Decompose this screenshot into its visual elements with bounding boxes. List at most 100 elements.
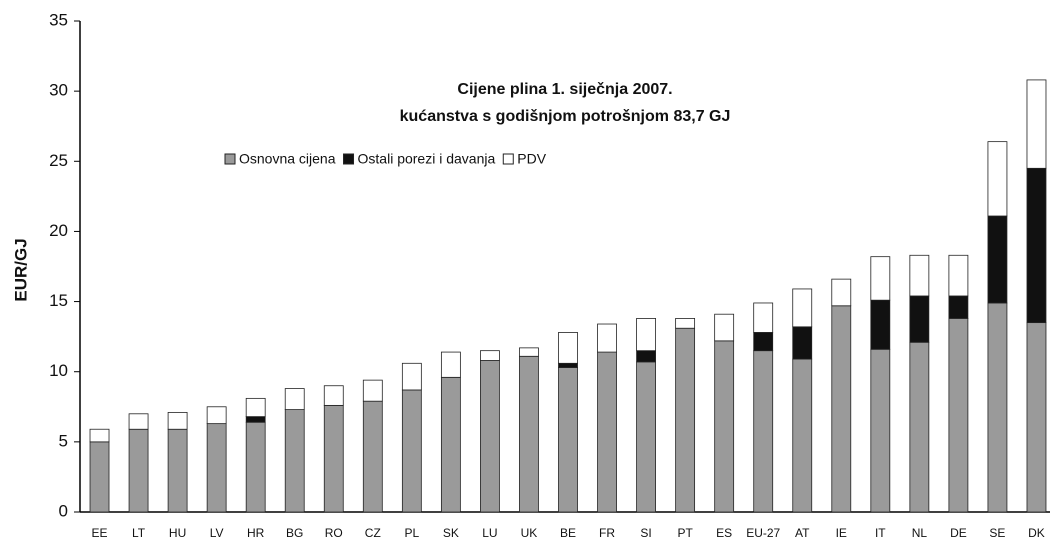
bar-segment xyxy=(440,376,461,513)
legend-swatch xyxy=(343,153,355,165)
x-tick-label: CZ xyxy=(365,526,381,540)
bar-segment xyxy=(714,313,735,342)
bar-segment xyxy=(401,389,422,513)
bar-segment xyxy=(440,351,461,378)
x-tick-label: ES xyxy=(716,526,732,540)
bar-segment xyxy=(948,318,969,513)
y-tick-label: 30 xyxy=(49,81,68,100)
bar-segment xyxy=(870,256,891,301)
bar-segment xyxy=(558,332,578,364)
bar-segment xyxy=(636,350,656,363)
bar-segment xyxy=(323,385,344,406)
bar-segment xyxy=(792,288,813,328)
bar-segment xyxy=(948,295,969,319)
bar-segment xyxy=(128,428,149,513)
bar-segment xyxy=(245,397,266,418)
bar-segment xyxy=(167,411,188,430)
bar-segment xyxy=(870,299,891,350)
bar-segment xyxy=(1026,322,1047,513)
bar-segment xyxy=(480,360,500,513)
bar-segment xyxy=(558,367,578,513)
y-tick-label: 0 xyxy=(59,501,68,520)
bar-segment xyxy=(714,340,735,513)
bar-segment xyxy=(792,358,813,513)
bar-segment xyxy=(753,302,774,333)
bar-segment xyxy=(284,409,305,513)
bar-segment xyxy=(1026,167,1047,324)
x-tick-label: BE xyxy=(560,526,576,540)
bar-segment xyxy=(987,141,1008,217)
bar-segment xyxy=(206,406,227,425)
bar-segment xyxy=(831,278,852,307)
x-tick-label: IE xyxy=(836,526,847,540)
x-tick-label: UK xyxy=(521,526,538,540)
bar-segment xyxy=(1026,79,1047,169)
x-tick-label: BG xyxy=(286,526,303,540)
x-tick-label: SE xyxy=(989,526,1005,540)
legend-label: PDV xyxy=(517,151,546,167)
bar-segment xyxy=(519,347,539,357)
bar-segment xyxy=(909,295,930,343)
x-tick-label: LU xyxy=(482,526,497,540)
bar-segment xyxy=(870,348,891,513)
bar-segment xyxy=(167,428,188,513)
legend-label: Osnovna cijena xyxy=(239,151,336,167)
y-tick-label: 20 xyxy=(49,221,68,240)
y-tick-label: 5 xyxy=(59,431,68,450)
bar-segment xyxy=(206,423,227,513)
bar-segment xyxy=(480,350,500,361)
bar-segment xyxy=(597,351,617,513)
x-tick-label: PL xyxy=(404,526,419,540)
bar-segment xyxy=(362,379,383,402)
x-tick-label: IT xyxy=(875,526,886,540)
x-tick-label: SI xyxy=(640,526,651,540)
bar-segment xyxy=(753,350,774,513)
bar-segment xyxy=(245,421,266,513)
bar-segment xyxy=(909,341,930,513)
bar-segment xyxy=(987,215,1008,304)
x-tick-label: PT xyxy=(677,526,693,540)
bar-segment xyxy=(245,416,266,423)
x-tick-label: SK xyxy=(443,526,459,540)
x-tick-label: FR xyxy=(599,526,615,540)
bar-segment xyxy=(792,326,813,360)
bar-segment xyxy=(323,404,344,513)
x-tick-label: EU-27 xyxy=(746,526,780,540)
y-axis-label: EUR/GJ xyxy=(11,238,30,301)
bar-segment xyxy=(128,413,149,430)
bar-segment xyxy=(401,362,422,391)
chart-title: Cijene plina 1. siječnja 2007. xyxy=(457,81,672,98)
bar-segment xyxy=(284,388,305,410)
x-tick-label: DK xyxy=(1028,526,1045,540)
x-tick-label: NL xyxy=(912,526,928,540)
x-tick-label: EE xyxy=(92,526,108,540)
legend-label: Ostali porezi i davanja xyxy=(358,151,496,167)
legend-swatch xyxy=(502,153,514,165)
chart-subtitle: kućanstva s godišnjom potrošnjom 83,7 GJ xyxy=(400,108,731,125)
x-tick-label: DE xyxy=(950,526,967,540)
x-tick-label: LV xyxy=(210,526,224,540)
legend-swatch xyxy=(224,153,236,165)
bar-segment xyxy=(909,254,930,297)
bar-segment xyxy=(519,355,539,513)
y-tick-label: 15 xyxy=(49,291,68,310)
bar-segment xyxy=(89,428,110,443)
x-tick-label: HU xyxy=(169,526,186,540)
y-tick-label: 10 xyxy=(49,361,68,380)
bar-segment xyxy=(675,318,696,329)
bar-segment xyxy=(636,361,656,513)
x-tick-label: RO xyxy=(325,526,343,540)
bar-segment xyxy=(831,305,852,513)
x-tick-label: AT xyxy=(795,526,810,540)
x-tick-label: LT xyxy=(132,526,146,540)
bar-segment xyxy=(558,362,578,368)
y-tick-label: 25 xyxy=(49,151,68,170)
bar-segment xyxy=(948,254,969,297)
bar-segment xyxy=(362,400,383,513)
bar-segment xyxy=(675,327,696,513)
bar-segment xyxy=(597,323,617,353)
x-tick-label: HR xyxy=(247,526,265,540)
bar-segment xyxy=(753,332,774,352)
bar-segment xyxy=(987,302,1008,513)
